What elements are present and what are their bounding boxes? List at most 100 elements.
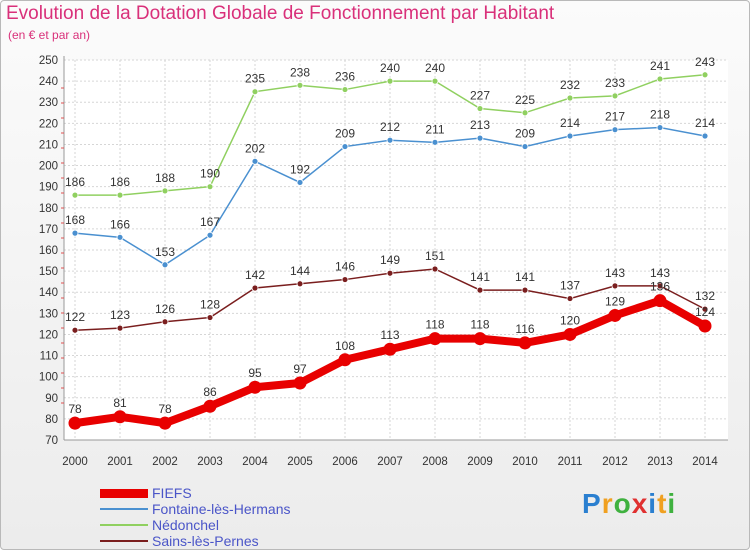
data-point-sains-les-pernes <box>341 276 349 283</box>
data-label-nedonchel: 240 <box>380 61 400 75</box>
legend-swatch <box>100 540 148 542</box>
data-label-fiefs: 124 <box>695 305 715 319</box>
legend-label: Fontaine-lès-Hermans <box>152 501 291 517</box>
data-label-fiefs: 118 <box>470 318 489 332</box>
data-point-fontaine-les-hermans <box>116 233 124 241</box>
data-point-fontaine-les-hermans <box>161 261 169 269</box>
data-label-fontaine-les-hermans: 213 <box>470 118 490 132</box>
y-tick-label: 130 <box>39 308 58 320</box>
data-label-sains-les-pernes: 122 <box>65 310 85 324</box>
data-label-nedonchel: 188 <box>155 171 175 185</box>
y-tick-label: 230 <box>39 97 58 109</box>
data-label-nedonchel: 186 <box>65 175 85 189</box>
data-point-fiefs <box>653 294 667 308</box>
data-point-fiefs <box>608 308 622 322</box>
x-tick-label: 2001 <box>107 456 133 468</box>
legend-item-fontaine-les-hermans: Fontaine-lès-Hermans <box>100 501 291 517</box>
x-tick-label: 2008 <box>422 456 448 468</box>
data-point-nedonchel <box>71 191 79 199</box>
chart-subtitle: (en € et par an) <box>8 28 91 42</box>
data-point-fiefs <box>158 416 172 430</box>
data-point-fiefs <box>518 336 532 350</box>
data-label-nedonchel: 225 <box>515 93 535 107</box>
data-label-fontaine-les-hermans: 209 <box>515 127 535 141</box>
data-label-fontaine-les-hermans: 153 <box>155 245 175 259</box>
legend-item-sains-les-pernes: Sains-lès-Pernes <box>100 533 291 549</box>
data-point-sains-les-pernes <box>161 318 169 326</box>
data-label-fiefs: 86 <box>203 385 217 399</box>
legend-item-nedonchel: Nédonchel <box>100 517 291 533</box>
data-point-fiefs <box>383 342 397 356</box>
data-point-fontaine-les-hermans <box>566 132 574 140</box>
legend-swatch <box>100 488 148 498</box>
legend-label: Sains-lès-Pernes <box>152 533 259 549</box>
data-label-nedonchel: 232 <box>560 78 580 92</box>
data-label-fontaine-les-hermans: 214 <box>560 116 580 130</box>
data-label-fontaine-les-hermans: 166 <box>110 217 130 231</box>
data-point-fiefs <box>338 353 352 367</box>
data-label-nedonchel: 243 <box>695 55 715 69</box>
data-point-fontaine-les-hermans <box>611 126 619 134</box>
data-label-sains-les-pernes: 151 <box>425 249 445 263</box>
y-tick-label: 120 <box>39 329 58 341</box>
data-label-fontaine-les-hermans: 167 <box>200 215 220 229</box>
data-point-sains-les-pernes <box>251 284 259 292</box>
data-label-sains-les-pernes: 126 <box>155 302 175 316</box>
data-point-fiefs <box>473 332 487 346</box>
y-tick-label: 100 <box>39 372 58 384</box>
data-point-sains-les-pernes <box>521 286 529 294</box>
data-label-fiefs: 129 <box>605 294 625 308</box>
data-point-nedonchel <box>341 86 349 93</box>
data-point-fontaine-les-hermans <box>386 136 394 144</box>
data-label-fontaine-les-hermans: 217 <box>605 110 625 124</box>
data-label-sains-les-pernes: 149 <box>380 253 400 267</box>
legend-swatch <box>100 508 148 510</box>
data-point-sains-les-pernes <box>296 280 304 288</box>
data-label-fiefs: 97 <box>293 362 307 376</box>
data-label-fontaine-les-hermans: 211 <box>425 122 444 136</box>
legend-item-fiefs: FIEFS <box>100 485 291 501</box>
y-tick-label: 170 <box>39 224 58 236</box>
data-point-fontaine-les-hermans <box>431 138 439 146</box>
data-point-fiefs <box>248 380 262 394</box>
y-tick-label: 180 <box>39 203 58 215</box>
legend-label: FIEFS <box>152 485 192 501</box>
data-point-fontaine-les-hermans <box>71 229 79 237</box>
data-label-nedonchel: 235 <box>245 72 265 86</box>
data-label-fiefs: 81 <box>113 396 127 410</box>
data-point-fiefs <box>203 399 217 413</box>
data-point-sains-les-pernes <box>701 305 709 313</box>
y-tick-label: 240 <box>39 76 58 88</box>
data-point-nedonchel <box>521 109 529 117</box>
y-tick-label: 80 <box>45 414 58 426</box>
data-point-nedonchel <box>386 77 394 85</box>
data-point-fontaine-les-hermans <box>251 157 259 165</box>
data-label-nedonchel: 233 <box>605 76 625 90</box>
data-point-nedonchel <box>611 92 619 100</box>
data-label-sains-les-pernes: 141 <box>515 270 535 284</box>
legend-swatch <box>100 524 148 526</box>
x-tick-label: 2004 <box>242 456 268 468</box>
data-label-fiefs: 118 <box>425 318 444 332</box>
data-point-fontaine-les-hermans <box>296 179 304 186</box>
data-point-fiefs <box>698 319 712 333</box>
data-label-fiefs: 78 <box>158 402 172 416</box>
data-point-nedonchel <box>206 183 214 191</box>
data-point-fontaine-les-hermans <box>341 143 349 150</box>
x-tick-label: 2005 <box>287 456 313 468</box>
x-tick-label: 2007 <box>377 456 403 468</box>
y-tick-label: 220 <box>39 118 58 130</box>
data-label-fiefs: 116 <box>515 322 534 336</box>
data-point-fiefs <box>113 410 127 424</box>
legend-label: Nédonchel <box>152 517 219 533</box>
data-label-fontaine-les-hermans: 214 <box>695 116 715 130</box>
data-label-fiefs: 120 <box>560 313 580 327</box>
data-point-nedonchel <box>296 81 304 89</box>
y-tick-label: 210 <box>39 139 58 151</box>
x-tick-label: 2014 <box>692 456 718 468</box>
y-tick-label: 70 <box>45 435 58 447</box>
x-tick-label: 2011 <box>558 456 583 468</box>
data-label-fontaine-les-hermans: 192 <box>290 162 310 176</box>
data-label-sains-les-pernes: 141 <box>470 270 490 284</box>
